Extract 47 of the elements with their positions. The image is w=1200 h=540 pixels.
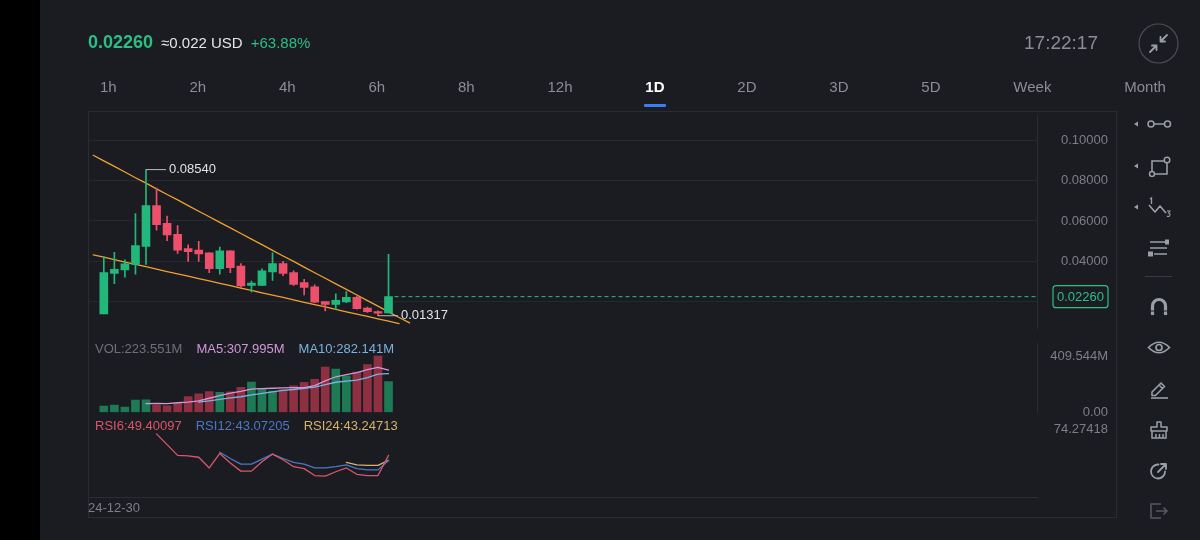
text: Week (1013, 78, 1052, 95)
bar (363, 364, 372, 413)
text: 0.08540 (168, 161, 216, 177)
text: 4h (279, 78, 296, 95)
text: 0.02260 (88, 32, 154, 53)
text: 2D (737, 78, 757, 95)
text: 24-12-30 (88, 499, 141, 515)
bar (384, 381, 393, 413)
text: +63.88% (250, 34, 311, 51)
bar (320, 366, 330, 413)
bar (289, 385, 298, 413)
text: 2h (189, 78, 207, 95)
text: 12h (547, 78, 573, 95)
bar (310, 379, 320, 413)
y-tick-label: 409.544M (1050, 347, 1108, 363)
text: RSI12:43.07205 (195, 417, 290, 433)
bar (268, 390, 277, 413)
text: MA5:307.995M (196, 341, 285, 357)
text: 6h (368, 78, 386, 95)
bar (131, 399, 140, 413)
y-tick-label: 0.04000 (1061, 253, 1108, 269)
bar (110, 404, 119, 413)
text: Month (1124, 78, 1166, 95)
text: 8h (458, 78, 475, 95)
y-tick-label: 0.10000 (1061, 131, 1108, 147)
text: 1D (645, 78, 665, 95)
bar (152, 404, 161, 413)
text: 0.01317 (400, 307, 448, 323)
text: ≈0.022 USD (161, 34, 243, 51)
text: RSI24:43.24713 (303, 417, 398, 433)
annotation: VOL:223.551M (95, 341, 183, 357)
bar (331, 368, 341, 413)
series-label: RSI6:49.40097 (95, 417, 182, 433)
text: 5D (921, 78, 941, 95)
y-tick-label: 0.08000 (1061, 172, 1108, 188)
bar (173, 402, 182, 413)
y-tick-label: 0.06000 (1061, 212, 1108, 228)
text: 74.27418 (1053, 420, 1108, 436)
text: 17:22:17 (1024, 32, 1098, 54)
y-tick-label: 0.00 (1082, 403, 1108, 419)
series-label: MA10:282.141M (298, 341, 395, 357)
ref-line-label: 0.02260 (1057, 288, 1104, 304)
bar (247, 381, 256, 413)
text: 3D (829, 78, 849, 95)
text: 1h (100, 78, 117, 95)
bar (342, 375, 351, 413)
bar (99, 405, 109, 413)
